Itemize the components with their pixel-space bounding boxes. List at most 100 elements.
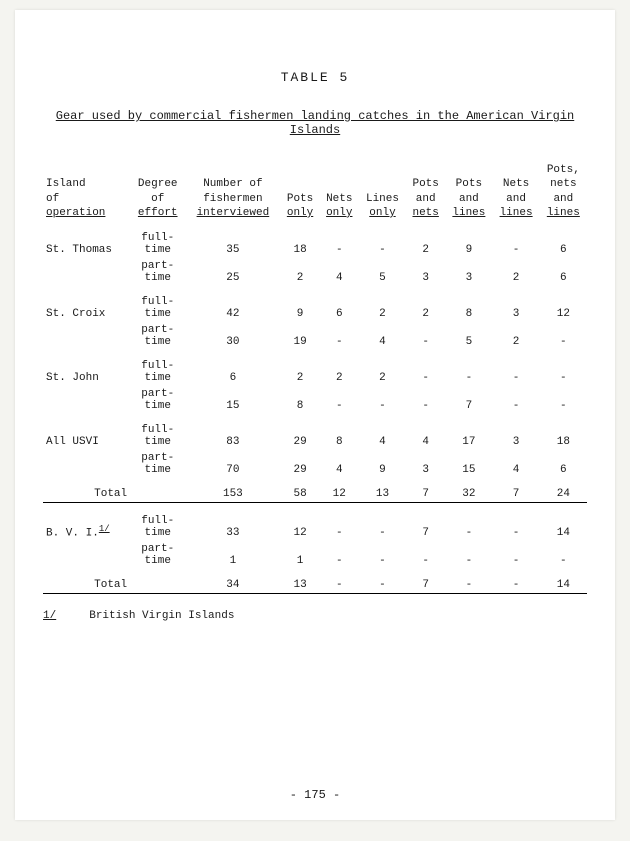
table-cell: 17 — [445, 414, 492, 450]
island-cell: B. V. I.1/ — [43, 505, 130, 541]
table-cell: 14 — [540, 569, 587, 594]
col-number: Number of fishermen interviewed — [185, 161, 280, 222]
footnote-mark: 1/ — [43, 610, 56, 622]
table-cell: 6 — [185, 350, 280, 386]
table-cell: - — [320, 386, 359, 414]
island-cell: St. John — [43, 350, 130, 386]
table-cell: 3 — [492, 286, 539, 322]
island-cell — [43, 258, 130, 286]
divider — [43, 594, 587, 597]
table-cell: 34 — [185, 569, 280, 594]
table-cell: 2 — [492, 322, 539, 350]
table-cell: 30 — [185, 322, 280, 350]
table-cell: 2 — [280, 350, 319, 386]
table-cell: 2 — [359, 286, 406, 322]
col-pots-only: Pots only — [280, 161, 319, 222]
table-cell: - — [540, 541, 587, 569]
table-cell: 1 — [280, 541, 319, 569]
table-row: part-time252453326 — [43, 258, 587, 286]
table-cell: 6 — [540, 222, 587, 258]
table-cell: - — [320, 322, 359, 350]
table-cell: 2 — [280, 258, 319, 286]
col-pots-nets: Pots and nets — [406, 161, 445, 222]
table-cell: 3 — [445, 258, 492, 286]
table-cell: - — [406, 322, 445, 350]
table-cell: 9 — [280, 286, 319, 322]
island-cell — [43, 450, 130, 478]
island-cell: St. Croix — [43, 286, 130, 322]
table-cell: 5 — [445, 322, 492, 350]
table-cell: 15 — [445, 450, 492, 478]
gear-table: Island of operation Degree of effort Num… — [43, 161, 587, 596]
footnote: 1/ British Virgin Islands — [43, 610, 587, 622]
table-cell: 3 — [492, 414, 539, 450]
table-row: All USVIfull-time832984417318 — [43, 414, 587, 450]
table-cell: 2 — [359, 350, 406, 386]
table-cell: 32 — [445, 478, 492, 503]
total-label: Total — [43, 569, 130, 594]
table-cell: 19 — [280, 322, 319, 350]
table-cell: 8 — [320, 414, 359, 450]
table-cell: 33 — [185, 505, 280, 541]
table-cell: 7 — [406, 478, 445, 503]
table-cell: 12 — [280, 505, 319, 541]
island-cell — [43, 322, 130, 350]
page: TABLE 5 Gear used by commercial fisherme… — [15, 10, 615, 820]
table-cell: - — [492, 350, 539, 386]
table-cell: - — [359, 541, 406, 569]
table-cell: - — [406, 541, 445, 569]
effort-cell: part-time — [130, 541, 185, 569]
island-cell: All USVI — [43, 414, 130, 450]
table-cell: 4 — [492, 450, 539, 478]
table-cell: - — [540, 350, 587, 386]
table-cell: 29 — [280, 414, 319, 450]
table-cell: 2 — [320, 350, 359, 386]
table-cell: 12 — [540, 286, 587, 322]
table-cell: 13 — [359, 478, 406, 503]
table-cell: 13 — [280, 569, 319, 594]
table-cell: - — [492, 222, 539, 258]
table-cell: 4 — [320, 258, 359, 286]
footnote-text: British Virgin Islands — [89, 610, 234, 622]
table-cell: 2 — [406, 222, 445, 258]
effort-cell: part-time — [130, 450, 185, 478]
col-pots-lines: Pots and lines — [445, 161, 492, 222]
table-cell: - — [359, 386, 406, 414]
table-row: B. V. I.1/full-time3312--7--14 — [43, 505, 587, 541]
table-cell: 153 — [185, 478, 280, 503]
effort-cell: full-time — [130, 286, 185, 322]
col-island: Island of operation — [43, 161, 130, 222]
table-row: part-time70294931546 — [43, 450, 587, 478]
table-cell: 7 — [406, 505, 445, 541]
col-lines-only: Lines only — [359, 161, 406, 222]
table-row: part-time11------ — [43, 541, 587, 569]
table-number: TABLE 5 — [43, 70, 587, 85]
table-cell: 9 — [359, 450, 406, 478]
table-row: St. Croixfull-time4296228312 — [43, 286, 587, 322]
table-cell: 4 — [406, 414, 445, 450]
table-row: part-time158---7-- — [43, 386, 587, 414]
col-effort: Degree of effort — [130, 161, 185, 222]
table-cell: - — [320, 569, 359, 594]
island-cell — [43, 541, 130, 569]
table-cell: 2 — [492, 258, 539, 286]
table-cell: - — [540, 322, 587, 350]
table-cell: 3 — [406, 258, 445, 286]
table-title: Gear used by commercial fishermen landin… — [43, 109, 587, 137]
col-pots-nets-lines: Pots, nets and lines — [540, 161, 587, 222]
effort-cell: full-time — [130, 222, 185, 258]
table-cell: 9 — [445, 222, 492, 258]
table-cell: 29 — [280, 450, 319, 478]
table-cell: - — [492, 386, 539, 414]
table-cell: - — [406, 386, 445, 414]
table-cell: 24 — [540, 478, 587, 503]
table-cell: - — [359, 222, 406, 258]
table-cell: 58 — [280, 478, 319, 503]
table-cell: 35 — [185, 222, 280, 258]
table-cell: 1 — [185, 541, 280, 569]
table-cell: - — [320, 505, 359, 541]
table-cell: - — [320, 222, 359, 258]
effort-cell: part-time — [130, 322, 185, 350]
effort-cell: part-time — [130, 386, 185, 414]
table-cell: - — [492, 505, 539, 541]
